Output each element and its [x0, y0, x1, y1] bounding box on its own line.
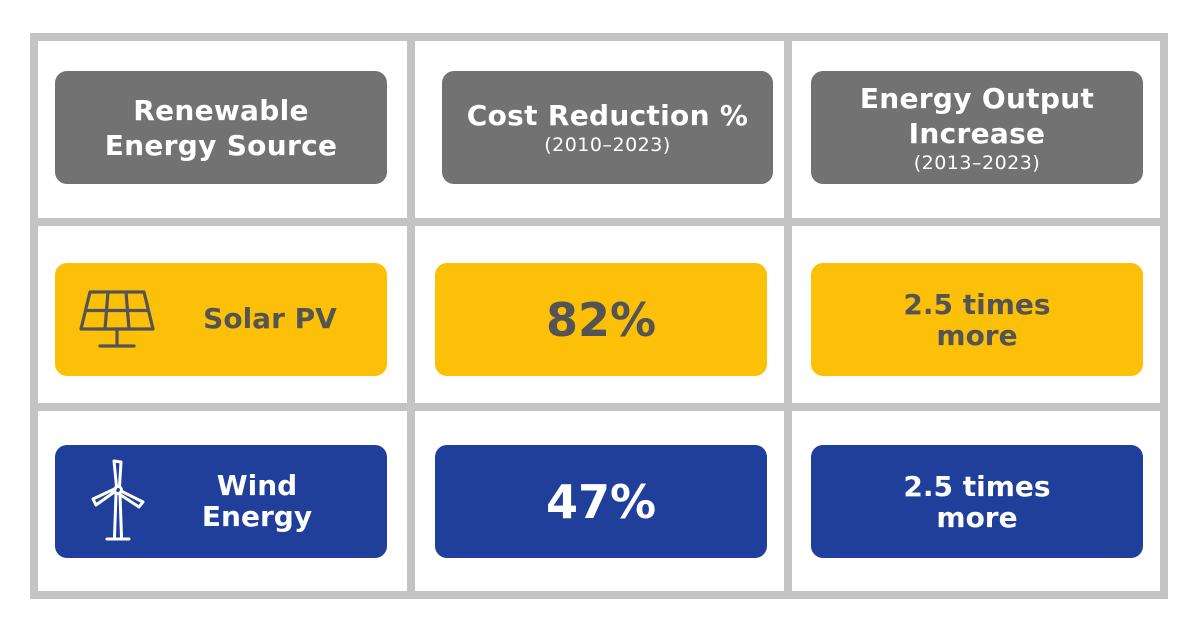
header-source-line2: Energy Source [104, 128, 338, 162]
header-output-pill: Energy Output Increase (2013–2023) [811, 71, 1143, 184]
header-cost-title: Cost Reduction % [466, 99, 749, 132]
solar-output-pill: 2.5 times more [811, 263, 1143, 376]
header-cost-pill: Cost Reduction % (2010–2023) [442, 71, 773, 184]
wind-source-label-line2: Energy [201, 500, 313, 533]
header-output-period: (2013–2023) [913, 151, 1041, 174]
header-source-line1: Renewable [133, 93, 309, 127]
solar-source-pill: Solar PV [55, 263, 387, 376]
header-cost-period: (2010–2023) [544, 134, 671, 156]
wind-source-pill: Wind Energy [55, 445, 387, 558]
wind-output-line2: more [936, 500, 1018, 534]
solar-panel-icon [79, 290, 155, 348]
wind-source-label: Wind Energy [173, 470, 341, 532]
wind-output-pill: 2.5 times more [811, 445, 1143, 558]
wind-turbine-icon [91, 459, 145, 541]
header-output-line1: Energy Output [859, 81, 1095, 115]
header-source-pill: Renewable Energy Source [55, 71, 387, 184]
solar-source-label: Solar PV [203, 302, 337, 335]
wind-cost-pill: 47% [435, 445, 767, 558]
header-output-line2: Increase [908, 116, 1046, 150]
solar-output-line1: 2.5 times [903, 287, 1051, 321]
wind-output-line1: 2.5 times [903, 469, 1051, 503]
solar-output-line2: more [936, 318, 1018, 352]
solar-cost-pill: 82% [435, 263, 767, 376]
wind-cost-value: 47% [545, 474, 657, 529]
wind-source-label-line1: Wind [216, 469, 298, 502]
solar-cost-value: 82% [545, 292, 657, 347]
